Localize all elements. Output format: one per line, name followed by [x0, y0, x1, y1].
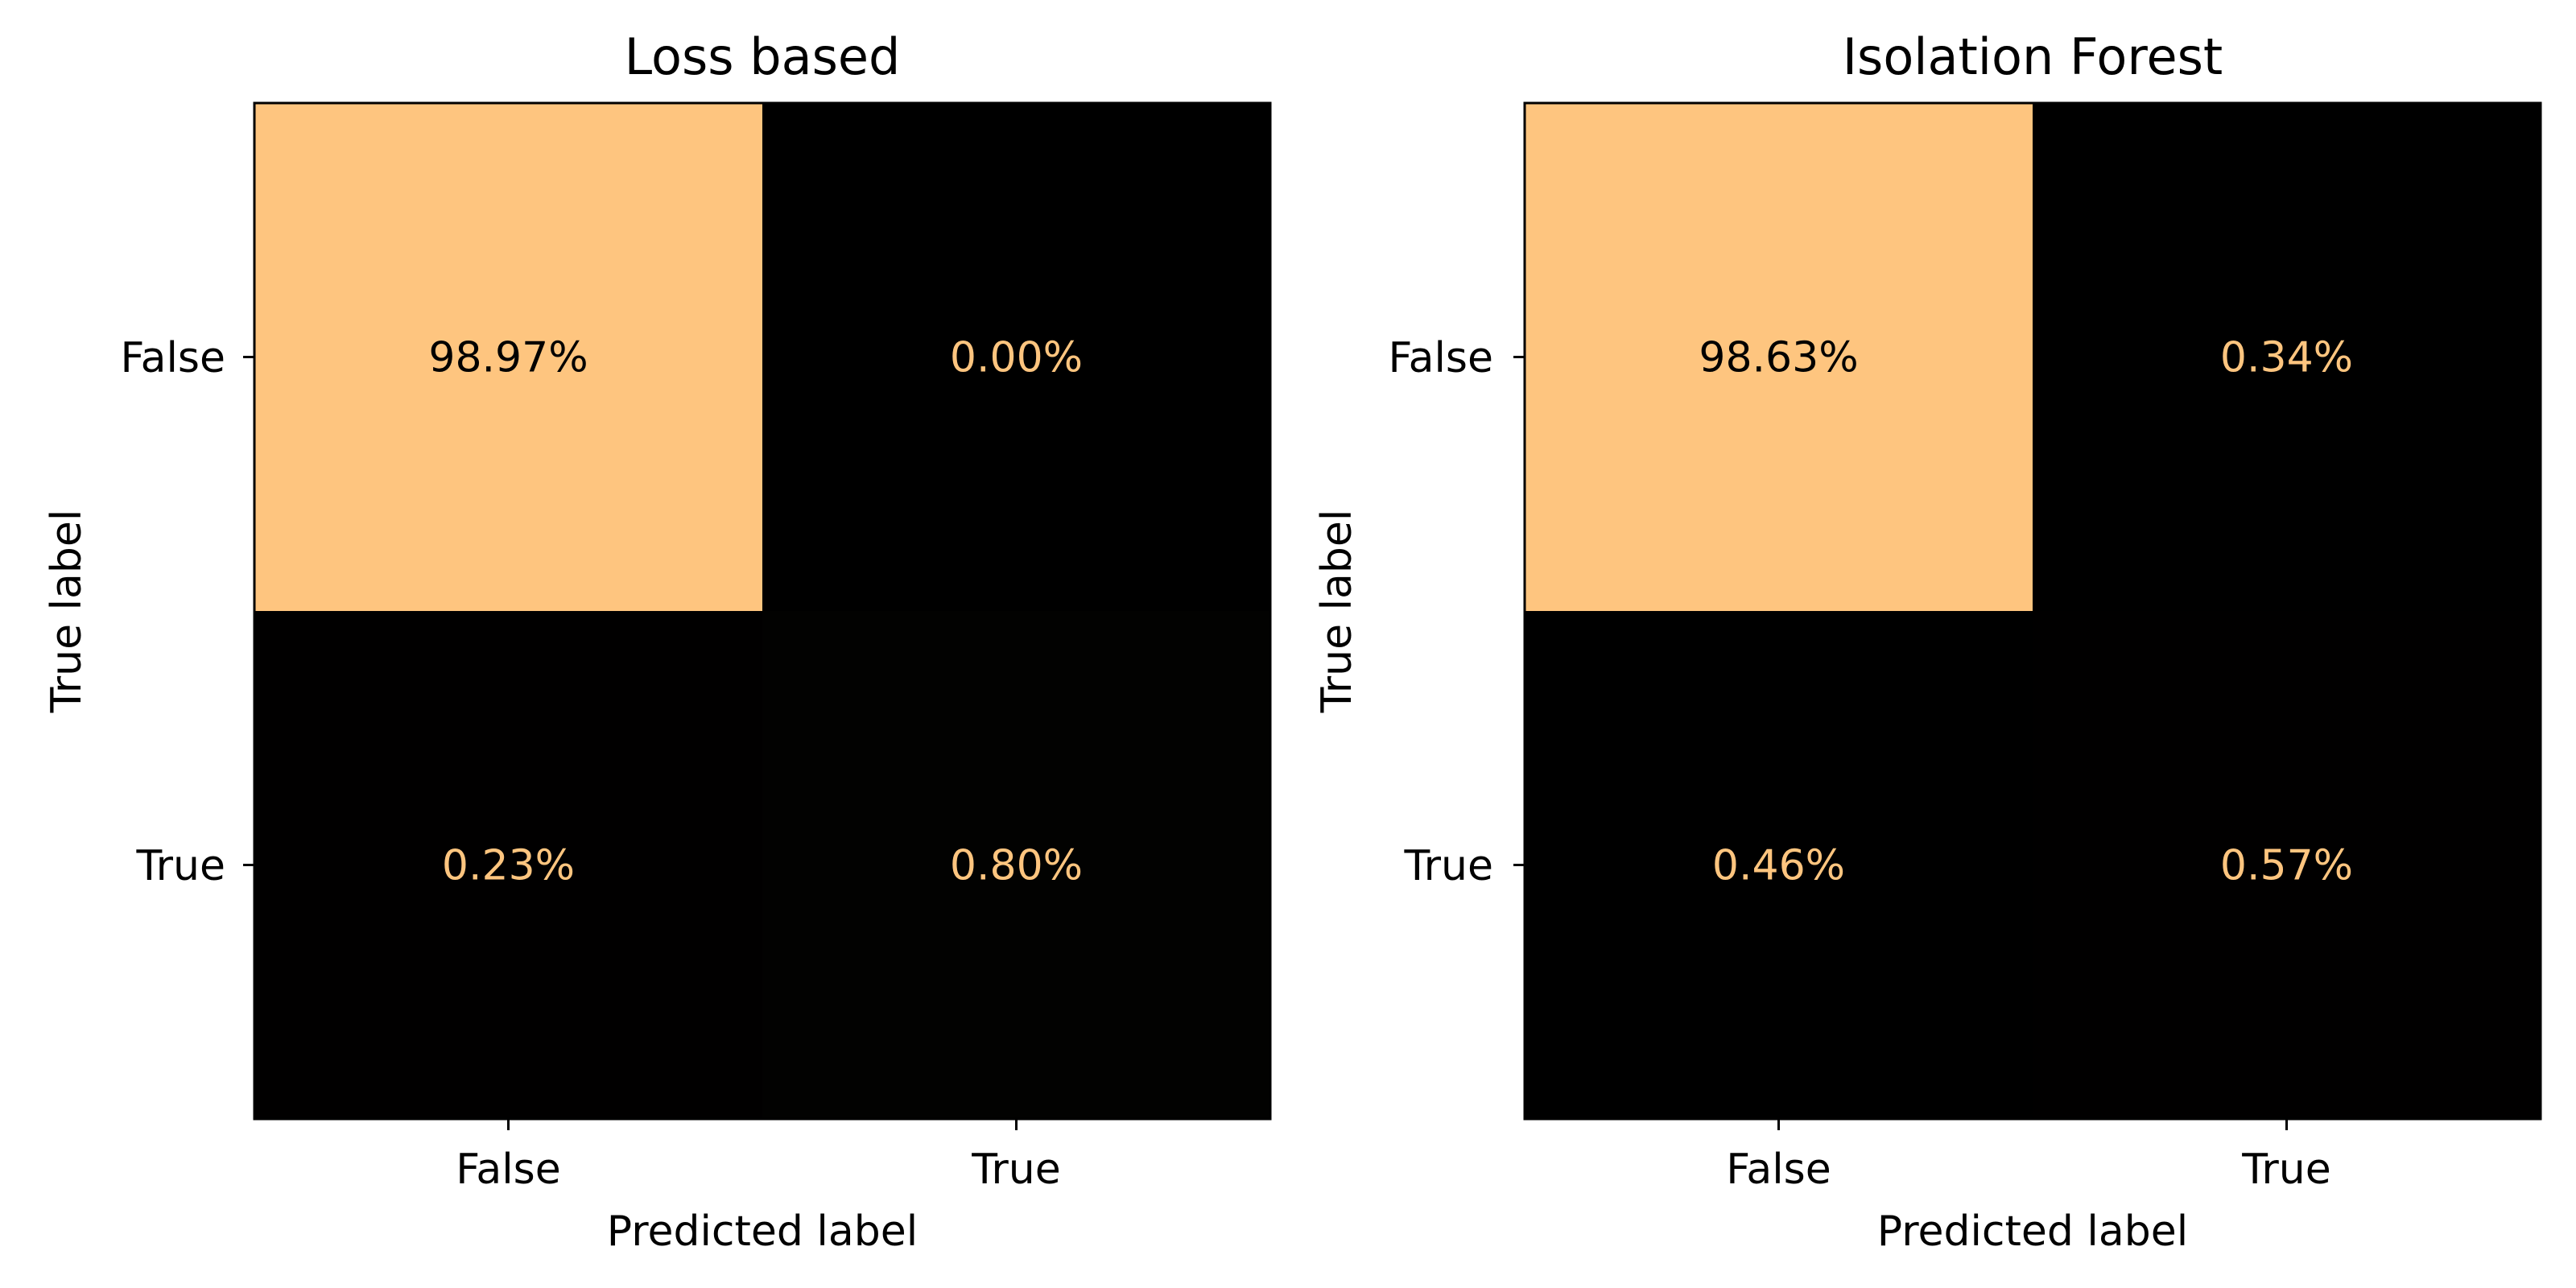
x-tick-label: True — [2241, 1146, 2330, 1194]
chart-title: Loss based — [625, 27, 901, 86]
loss-based-panel: Loss based 98.97% 0.00% 0.23% 0.80% False T… — [43, 27, 1272, 1256]
y-tick-label: False — [120, 334, 225, 382]
x-axis: False True Predicted label — [456, 1119, 1061, 1256]
heatmap-cell — [2033, 103, 2541, 611]
y-tick-label: True — [136, 842, 225, 890]
x-tick-label: True — [971, 1146, 1060, 1194]
plot-frame — [1523, 101, 2542, 1121]
x-axis: False True Predicted label — [1726, 1119, 2331, 1256]
cell-value-label: 98.97% — [428, 334, 588, 382]
cell-value-label: 0.34% — [2220, 334, 2353, 382]
x-tick-label: False — [1726, 1146, 1831, 1194]
heatmap-cell — [1525, 611, 2033, 1119]
y-axis-label: True label — [43, 510, 91, 714]
heatmap-cell — [762, 103, 1270, 611]
x-axis-label: Predicted label — [607, 1208, 918, 1256]
heatmap-cell — [254, 611, 762, 1119]
cell-value-label: 98.63% — [1699, 334, 1858, 382]
y-tick-label: False — [1388, 334, 1493, 382]
cell-value-label: 0.80% — [950, 842, 1083, 890]
plot-frame — [253, 101, 1272, 1121]
heatmap-cell — [1525, 103, 2033, 611]
heatmap-cells — [1525, 103, 2541, 1119]
x-axis-label: Predicted label — [1877, 1208, 2188, 1256]
heatmap-cells — [254, 103, 1270, 1119]
heatmap-cell — [762, 611, 1270, 1119]
cell-labels: 98.63% 0.34% 0.46% 0.57% — [1699, 334, 2353, 890]
y-axis-label: True label — [1313, 510, 1361, 714]
heatmap-cell — [254, 103, 762, 611]
y-axis: False True True label — [1313, 334, 1525, 890]
cell-labels: 98.97% 0.00% 0.23% 0.80% — [428, 334, 1083, 890]
x-tick-label: False — [456, 1146, 561, 1194]
cell-value-label: 0.46% — [1712, 842, 1845, 890]
cell-value-label: 0.57% — [2220, 842, 2353, 890]
heatmap-cell — [2033, 611, 2541, 1119]
y-tick-label: True — [1404, 842, 1493, 890]
cell-value-label: 0.23% — [442, 842, 575, 890]
y-axis: False True True label — [43, 334, 254, 890]
isolation-forest-panel: Isolation Forest 98.63% 0.34% 0.46% 0.57% F… — [1313, 27, 2542, 1256]
chart-title: Isolation Forest — [1843, 27, 2223, 86]
cell-value-label: 0.00% — [950, 334, 1083, 382]
